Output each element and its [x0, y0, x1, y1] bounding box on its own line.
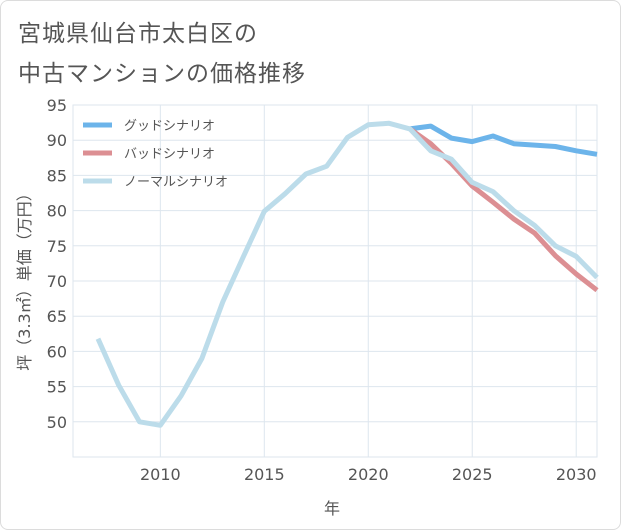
chart-title-line-2: 中古マンションの価格推移: [18, 61, 306, 87]
series-line-good: [409, 123, 598, 157]
series-line-normal: [95, 120, 599, 428]
y-tick-label: 75: [47, 237, 67, 256]
legend-label: グッドシナリオ: [124, 119, 215, 134]
legend-label: バッドシナリオ: [124, 147, 215, 162]
chart-title-line-1: 宮城県仙台市太白区の: [18, 21, 258, 47]
y-tick-label: 90: [47, 131, 67, 150]
y-tick-label: 80: [47, 202, 67, 221]
x-tick-label: 2030: [556, 465, 597, 484]
y-tick-label: 50: [47, 413, 67, 432]
x-axis-label: 年: [324, 499, 340, 518]
x-tick-label: 2025: [452, 465, 493, 484]
y-tick-label: 55: [47, 378, 67, 397]
legend-label: ノーマルシナリオ: [124, 175, 228, 190]
x-tick-label: 2010: [140, 465, 181, 484]
y-tick-label: 95: [47, 96, 67, 115]
y-axis-label: 坪（3.3㎡）単価（万円）: [15, 185, 34, 370]
y-tick-label: 85: [47, 166, 67, 185]
x-tick-label: 2015: [244, 465, 285, 484]
y-tick-label: 65: [47, 307, 67, 326]
x-tick-label: 2020: [348, 465, 389, 484]
y-tick-label: 70: [47, 272, 67, 291]
y-tick-label: 60: [47, 342, 67, 361]
